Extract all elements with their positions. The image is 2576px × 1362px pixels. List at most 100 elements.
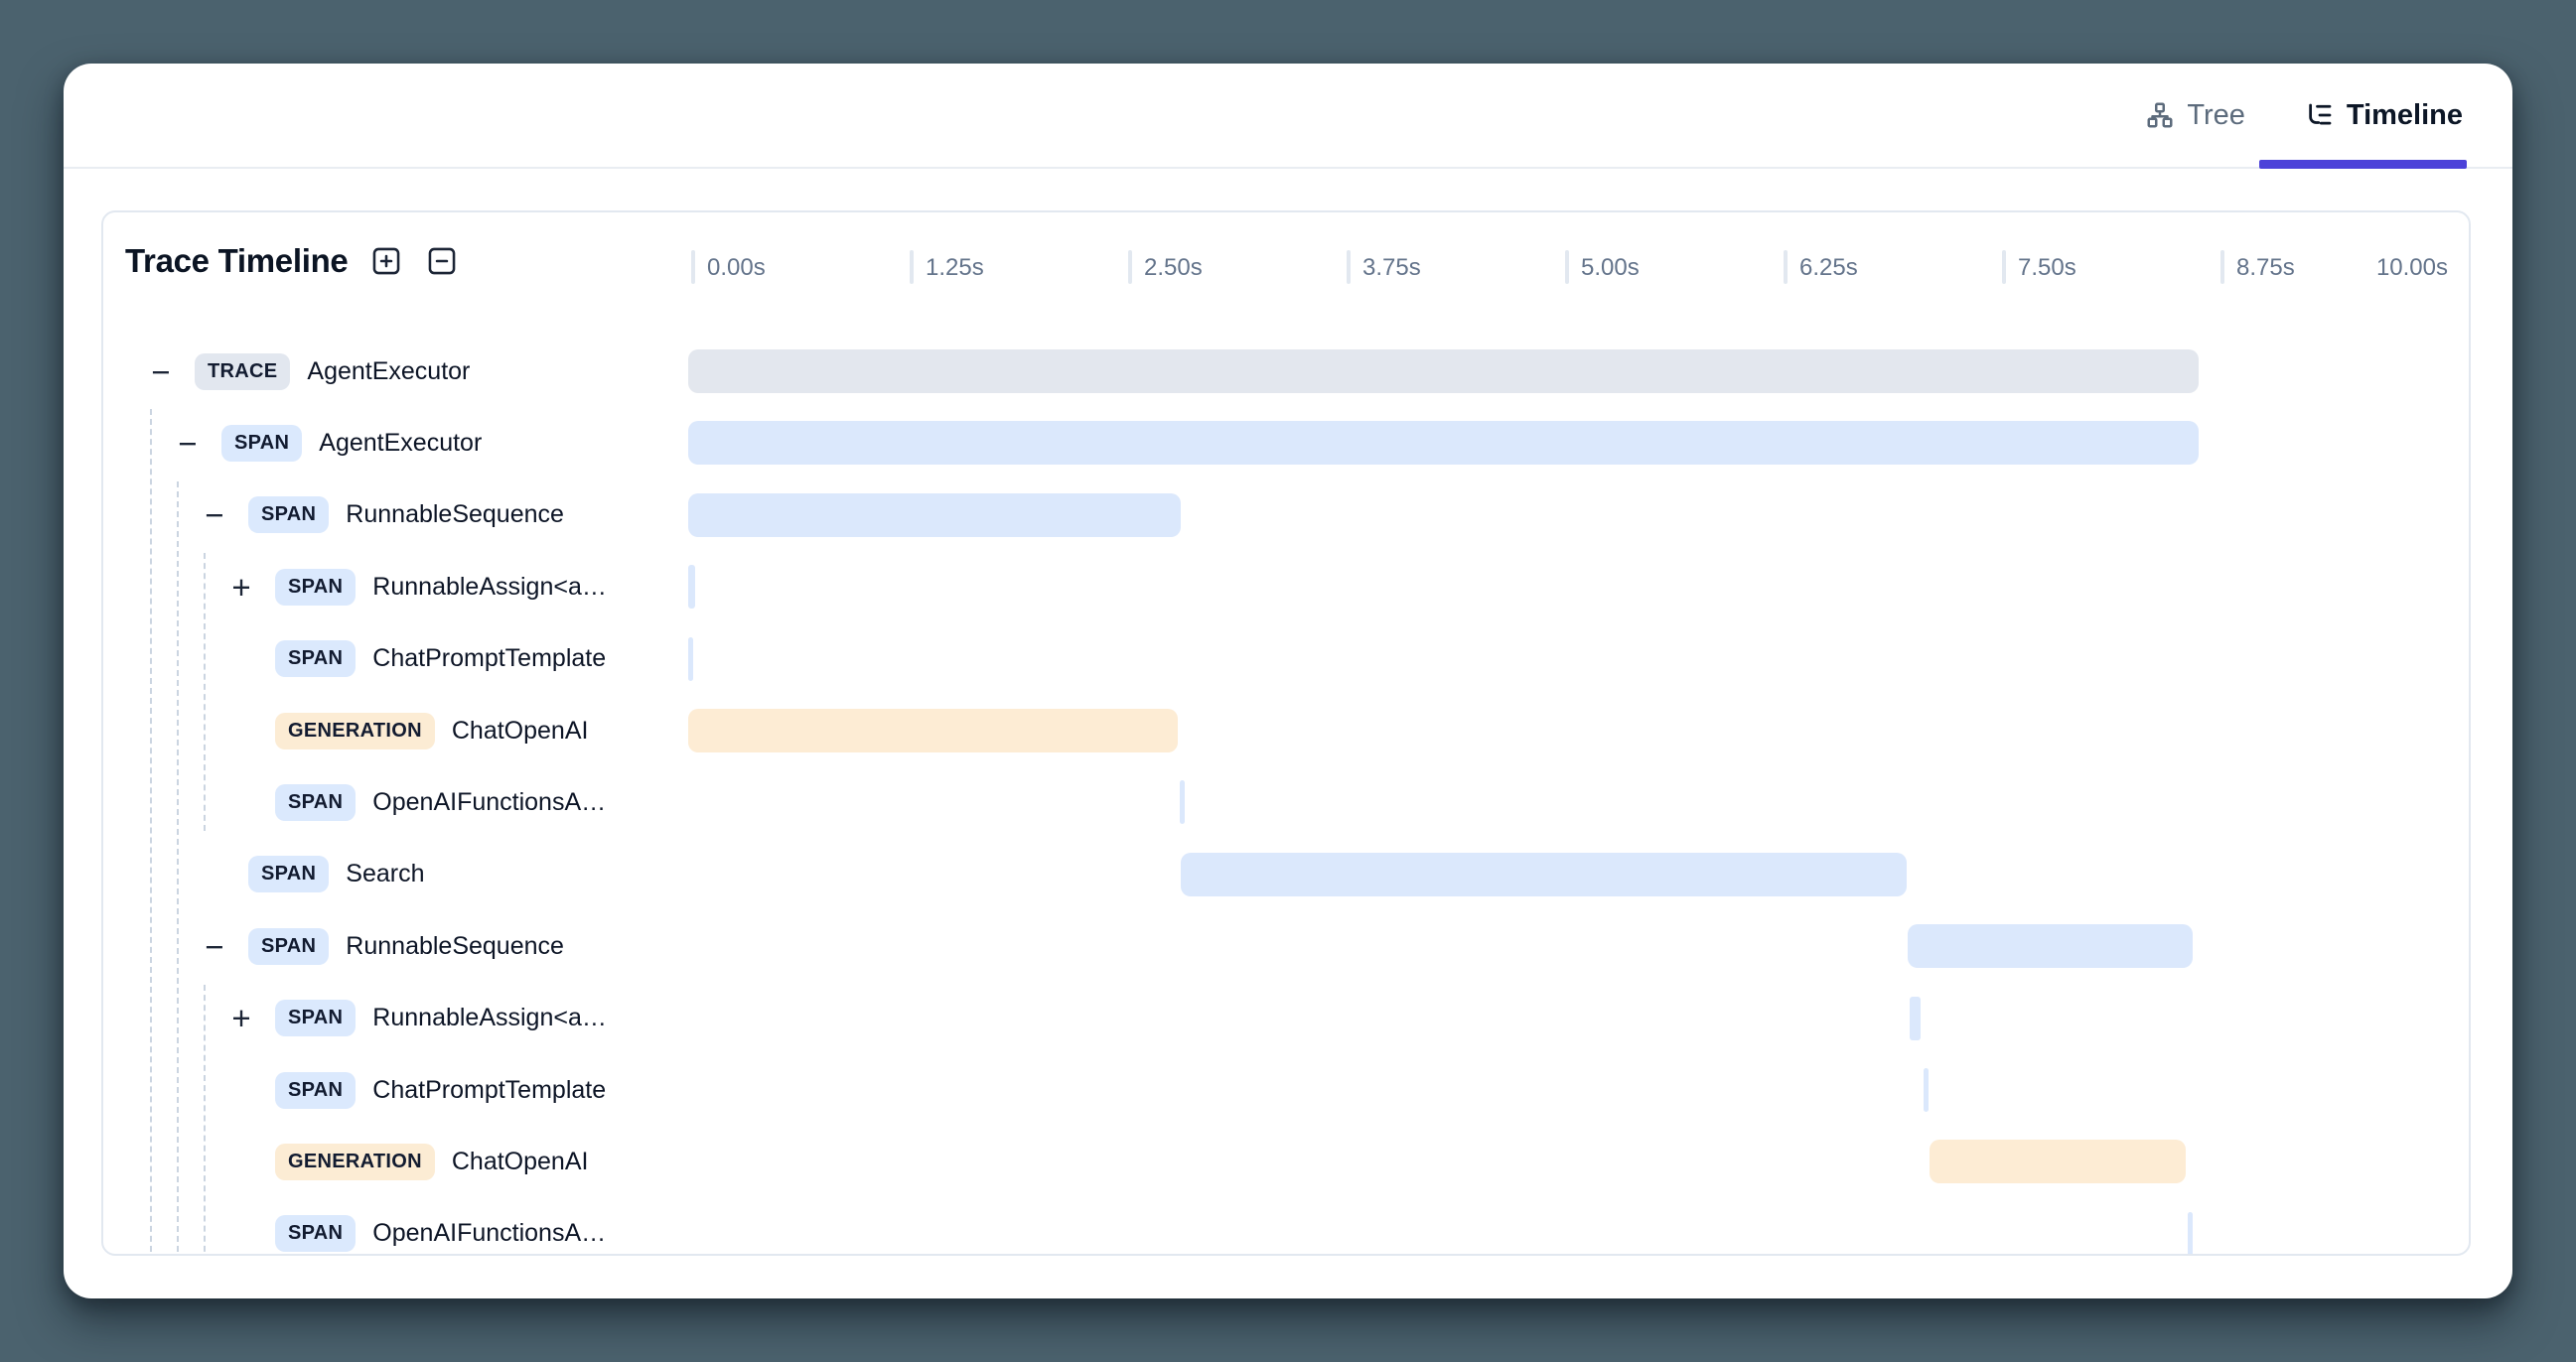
- tree-icon: [2145, 100, 2175, 130]
- tree-guide-line: [204, 553, 206, 831]
- duration-bar[interactable]: [688, 421, 2199, 466]
- row-label: ChatPromptTemplate: [372, 1075, 607, 1104]
- row-left: TRACE AgentExecutor: [103, 336, 751, 407]
- row-type-badge: SPAN: [275, 1215, 357, 1253]
- duration-bar[interactable]: [2188, 1211, 2194, 1254]
- row-left: SPAN ChatPromptTemplate: [103, 623, 831, 695]
- duration-bar[interactable]: [688, 565, 696, 610]
- trace-row[interactable]: SPAN ChatPromptTemplate: [103, 623, 2469, 695]
- row-label: AgentExecutor: [307, 356, 471, 385]
- duration-bar[interactable]: [1179, 780, 1185, 825]
- duration-bar[interactable]: [688, 349, 2199, 393]
- tab-tree[interactable]: Tree: [2141, 64, 2249, 167]
- row-label: RunnableSequence: [346, 500, 564, 529]
- duration-bar[interactable]: [1929, 1140, 2187, 1184]
- duration-bar[interactable]: [1181, 852, 1907, 896]
- row-label: OpenAIFunctionsA…: [372, 1219, 607, 1248]
- row-label: AgentExecutor: [319, 428, 483, 457]
- duration-bar[interactable]: [688, 709, 1178, 752]
- axis-tick: [1784, 250, 1788, 284]
- axis-tick: [2220, 250, 2224, 284]
- row-toggle[interactable]: −: [205, 496, 224, 534]
- row-label: RunnableAssign<a…: [372, 572, 607, 601]
- row-left: GENERATION ChatOpenAI: [103, 695, 831, 766]
- axis-tick: [1128, 250, 1132, 284]
- row-toggle[interactable]: −: [178, 424, 198, 462]
- row-toggle[interactable]: −: [205, 927, 224, 965]
- row-type-badge: SPAN: [275, 1000, 357, 1037]
- axis-tick-label: 3.75s: [1362, 254, 1421, 281]
- trace-row[interactable]: SPAN OpenAIFunctionsA…: [103, 766, 2469, 838]
- timeline-rows: − TRACE AgentExecutor − SPAN AgentExecut…: [103, 336, 2469, 1254]
- axis-tick-label: 5.00s: [1581, 254, 1640, 281]
- row-type-badge: TRACE: [195, 352, 291, 390]
- duration-bar[interactable]: [1910, 996, 1921, 1040]
- row-type-badge: SPAN: [275, 783, 357, 821]
- zoom-in-button[interactable]: [369, 244, 403, 278]
- row-label: OpenAIFunctionsA…: [372, 787, 607, 816]
- trace-row[interactable]: − SPAN RunnableSequence: [103, 910, 2469, 982]
- row-left: SPAN ChatPromptTemplate: [103, 1054, 831, 1126]
- duration-bar[interactable]: [1908, 924, 2194, 969]
- row-left: SPAN RunnableAssign<a…: [103, 983, 831, 1054]
- duration-bar[interactable]: [688, 492, 1182, 537]
- trace-timeline-panel: Trace Timeline 0.00s 1.25s 2.50s 3.75s 5.00s…: [101, 210, 2471, 1256]
- row-left: SPAN RunnableSequence: [103, 910, 804, 982]
- axis-tick-label: 10.00s: [2375, 254, 2448, 281]
- axis-tick-label: 0.00s: [707, 254, 766, 281]
- row-left: SPAN AgentExecutor: [103, 407, 778, 478]
- minus-square-icon: [429, 247, 456, 275]
- row-left: SPAN Search: [103, 839, 804, 910]
- row-type-badge: SPAN: [275, 568, 357, 606]
- trace-row[interactable]: GENERATION ChatOpenAI: [103, 695, 2469, 766]
- zoom-out-button[interactable]: [425, 244, 459, 278]
- trace-row[interactable]: + SPAN RunnableAssign<a…: [103, 983, 2469, 1054]
- row-type-badge: SPAN: [248, 856, 330, 893]
- row-toggle[interactable]: +: [231, 568, 251, 606]
- duration-bar[interactable]: [688, 636, 693, 681]
- row-type-badge: GENERATION: [275, 712, 435, 749]
- tab-timeline[interactable]: Timeline: [2258, 64, 2468, 169]
- row-label: ChatOpenAI: [451, 716, 589, 745]
- duration-bar[interactable]: [1924, 1068, 1929, 1112]
- tree-guide-line: [204, 984, 206, 1254]
- trace-row[interactable]: + SPAN RunnableAssign<a…: [103, 551, 2469, 622]
- axis-tick-label: 2.50s: [1144, 254, 1203, 281]
- trace-row[interactable]: − SPAN RunnableSequence: [103, 479, 2469, 551]
- row-type-badge: SPAN: [221, 424, 303, 462]
- row-label: ChatPromptTemplate: [372, 644, 607, 673]
- row-toggle[interactable]: +: [231, 1000, 251, 1037]
- trace-row[interactable]: SPAN OpenAIFunctionsA…: [103, 1198, 2469, 1254]
- tab-tree-label: Tree: [2187, 98, 2245, 131]
- tabs-bar: Tree Timeline: [64, 64, 2512, 169]
- axis-tick: [910, 250, 914, 284]
- row-left: SPAN OpenAIFunctionsA…: [103, 1198, 831, 1254]
- axis-tick: [691, 250, 695, 284]
- row-left: SPAN RunnableAssign<a…: [103, 551, 831, 622]
- trace-row[interactable]: GENERATION ChatOpenAI: [103, 1126, 2469, 1197]
- row-toggle[interactable]: −: [151, 352, 171, 390]
- trace-row[interactable]: SPAN ChatPromptTemplate: [103, 1054, 2469, 1126]
- timeline-icon: [2305, 100, 2335, 130]
- axis-tick-label: 1.25s: [926, 254, 984, 281]
- trace-row[interactable]: SPAN Search: [103, 839, 2469, 910]
- row-label: RunnableSequence: [346, 931, 564, 960]
- axis-tick: [1565, 250, 1569, 284]
- tree-guide-line: [150, 409, 152, 1254]
- axis-tick-label: 6.25s: [1799, 254, 1858, 281]
- axis-tick: [2002, 250, 2006, 284]
- trace-row[interactable]: − TRACE AgentExecutor: [103, 336, 2469, 407]
- row-label: ChatOpenAI: [451, 1147, 589, 1175]
- tree-guide-line: [177, 480, 179, 1254]
- row-type-badge: SPAN: [248, 927, 330, 965]
- row-left: SPAN RunnableSequence: [103, 479, 804, 551]
- tab-timeline-label: Timeline: [2346, 98, 2463, 131]
- time-axis: 0.00s 1.25s 2.50s 3.75s 5.00s 6.25s 7.50s 8.75s…: [103, 212, 2469, 312]
- row-left: SPAN OpenAIFunctionsA…: [103, 766, 831, 838]
- row-type-badge: SPAN: [275, 1071, 357, 1109]
- axis-tick-label: 8.75s: [2236, 254, 2295, 281]
- row-type-badge: SPAN: [248, 496, 330, 534]
- row-left: GENERATION ChatOpenAI: [103, 1126, 831, 1197]
- trace-row[interactable]: − SPAN AgentExecutor: [103, 407, 2469, 478]
- panel-title: Trace Timeline: [125, 242, 349, 279]
